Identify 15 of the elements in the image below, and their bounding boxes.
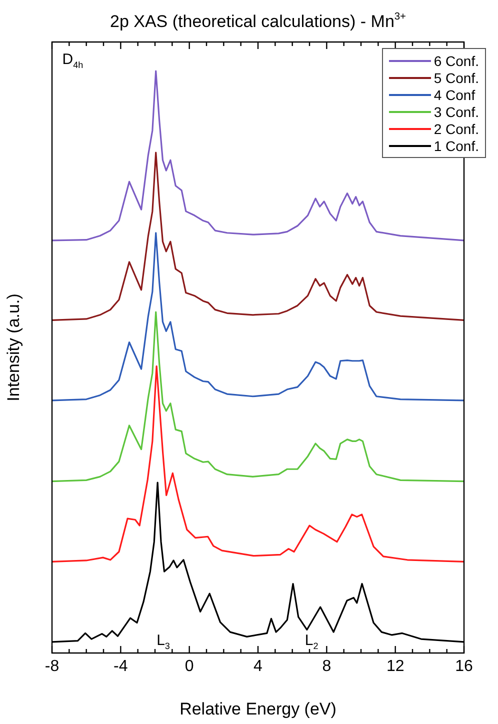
- legend-label: 2 Conf.: [434, 120, 479, 136]
- y-axis-title: Intensity (a.u.): [4, 294, 23, 402]
- x-tick-label: 0: [184, 658, 194, 676]
- legend-label: 6 Conf.: [434, 52, 479, 68]
- x-tick-label: 16: [455, 658, 473, 676]
- x-tick-label: 4: [254, 658, 263, 676]
- legend-label: 5 Conf.: [434, 70, 479, 86]
- x-tick-label: 12: [386, 658, 404, 676]
- x-tick-label: 8: [322, 658, 332, 676]
- x-axis-title: Relative Energy (eV): [180, 699, 336, 718]
- legend-label: 3 Conf.: [434, 104, 479, 120]
- legend-label: 4 Conf: [434, 86, 476, 102]
- x-tick-label: -4: [114, 658, 128, 676]
- x-tick-label: -8: [44, 658, 60, 676]
- legend-label: 1 Conf.: [434, 138, 479, 154]
